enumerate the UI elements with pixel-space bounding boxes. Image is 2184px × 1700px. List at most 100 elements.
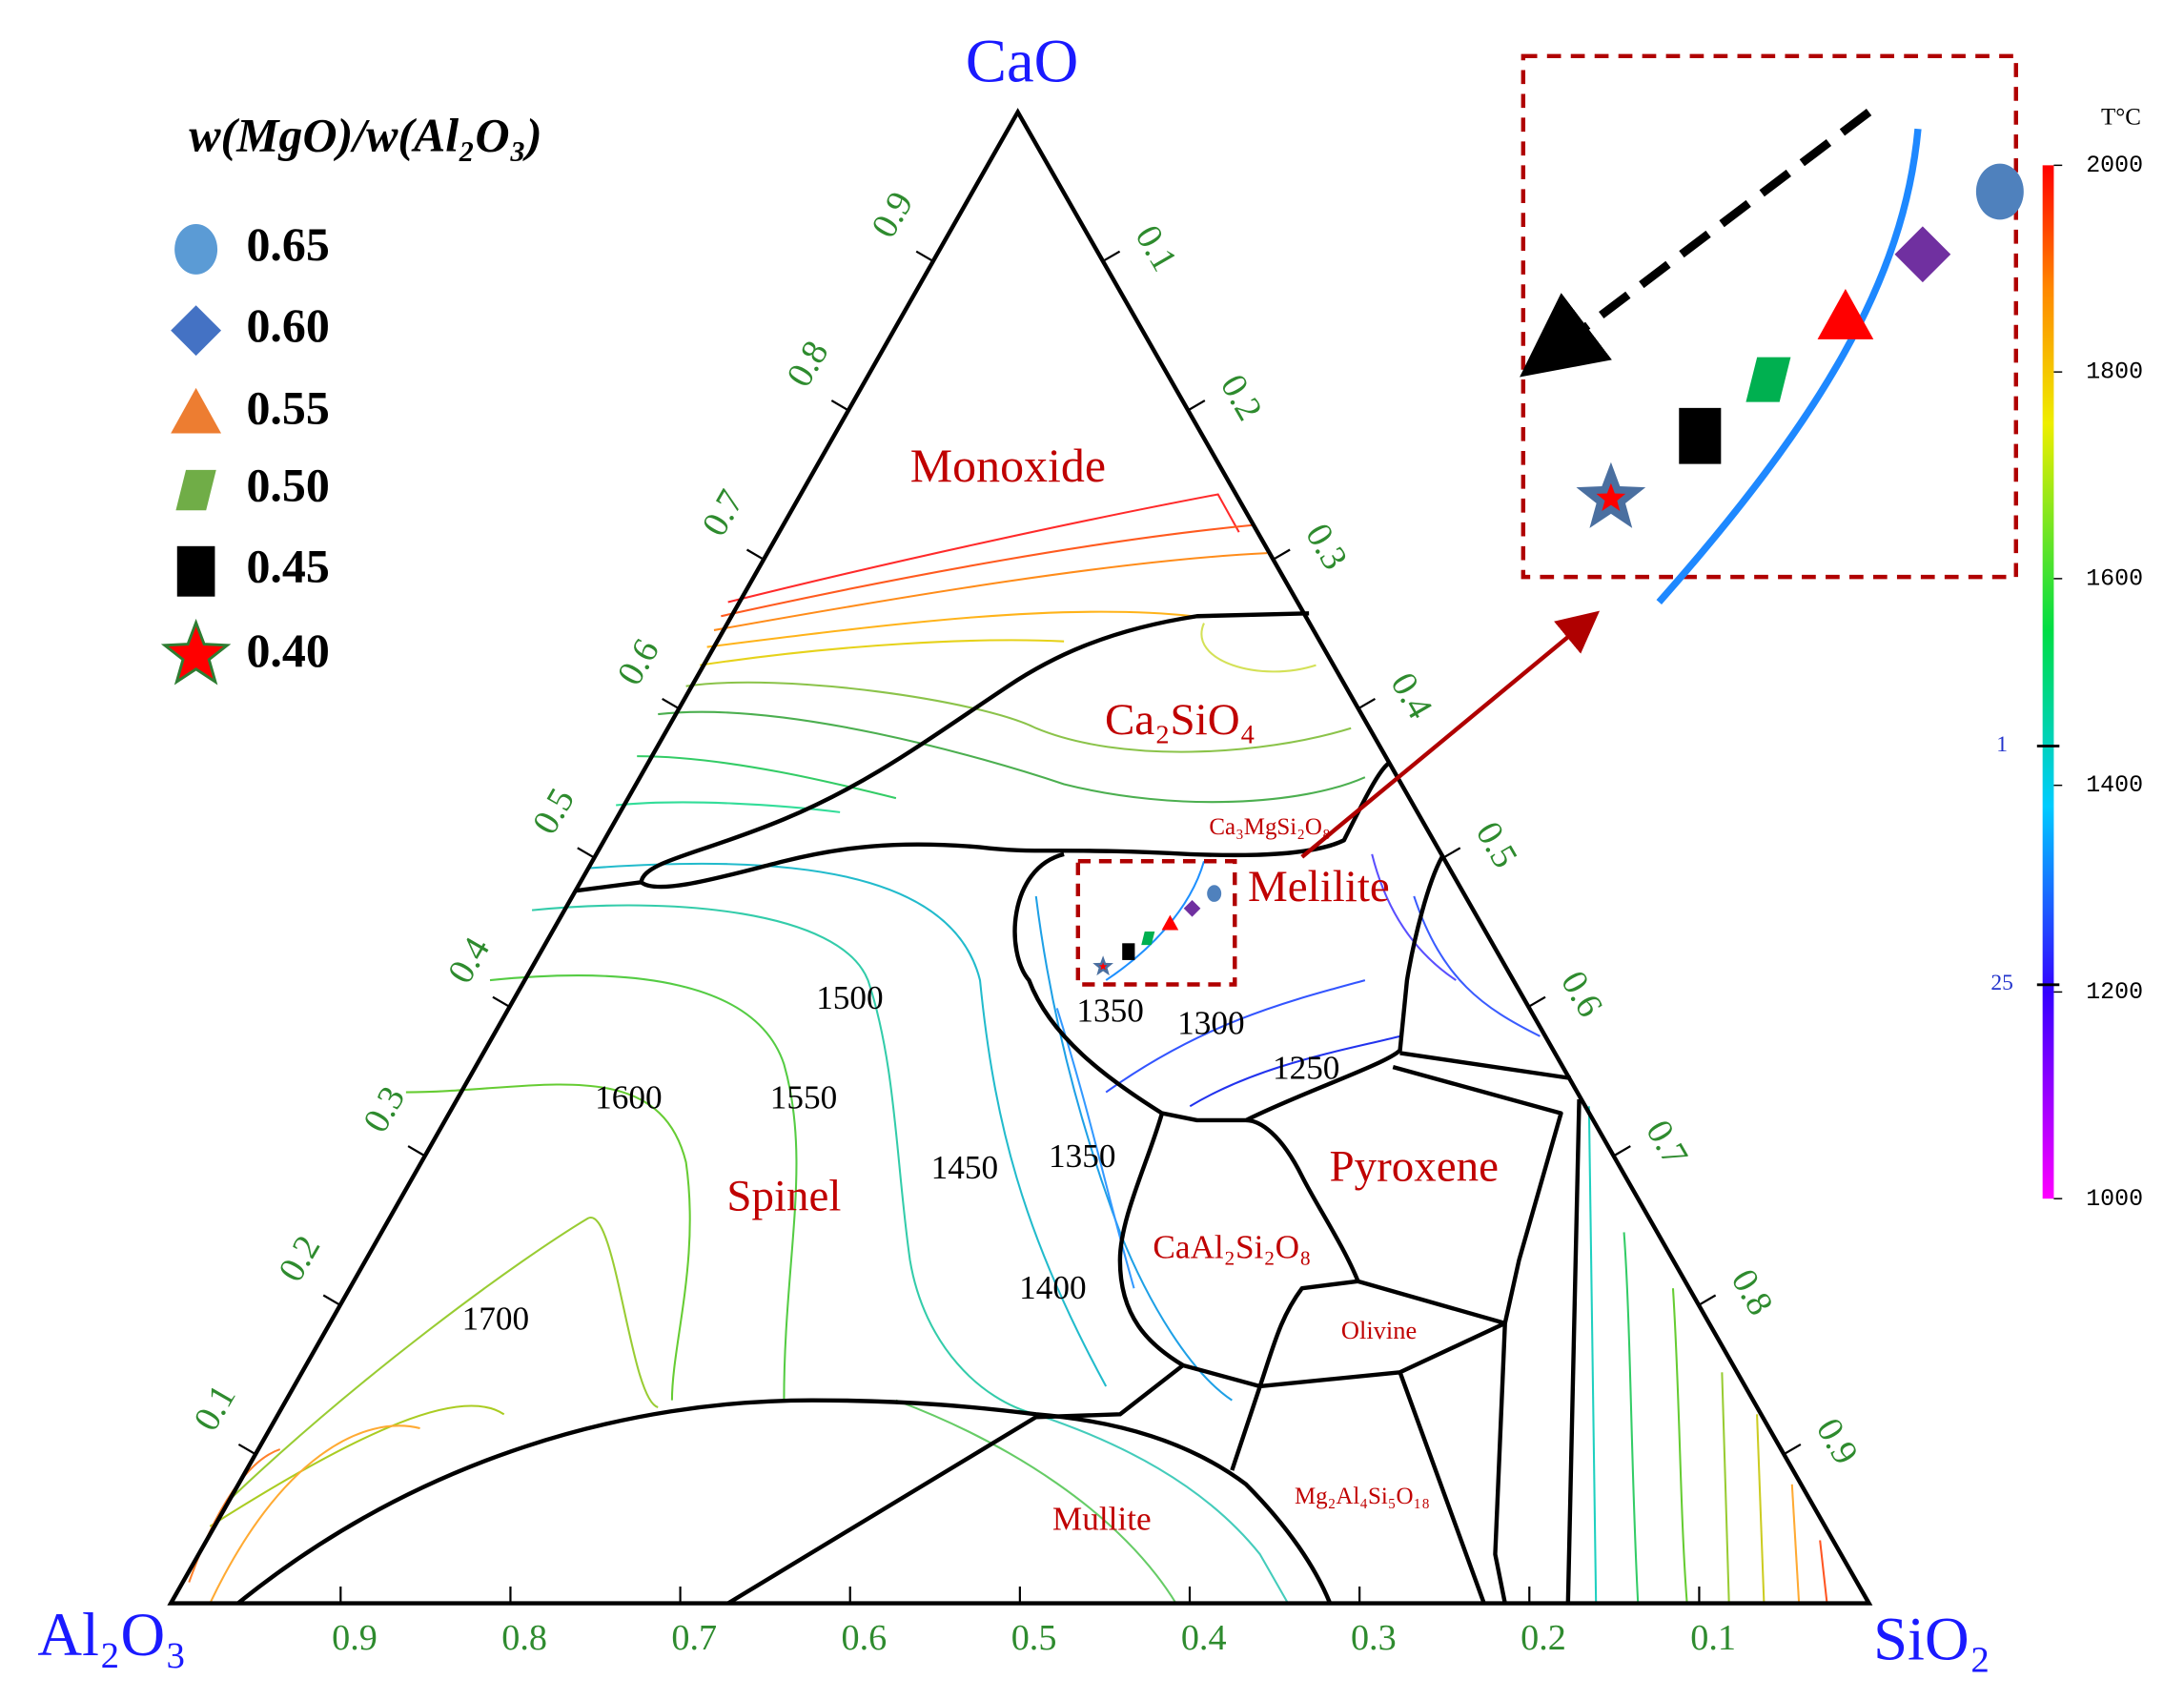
legend-title: w(MgO)/w(Al₂O₃): [189, 109, 541, 161]
colorbar-annotation: 25: [1990, 971, 2012, 995]
zoom-box: [1075, 859, 1237, 987]
phase-region-label: Monoxide: [910, 440, 1106, 492]
triangle-frame: [167, 108, 1873, 1606]
isotherm-label: 1550: [770, 1078, 837, 1116]
al2o3-tick-label: 0.9: [332, 1618, 378, 1658]
data-point: [1207, 885, 1222, 902]
tick-mark: [1102, 250, 1121, 262]
inset-boundary: [1656, 128, 1922, 604]
isotherm: [685, 681, 1352, 753]
sio2-tick-label: 0.4: [1382, 666, 1439, 726]
legend-label: 0.65: [246, 218, 329, 271]
al2o3-tick-label: 0.8: [501, 1618, 547, 1658]
isotherm: [895, 1399, 1177, 1605]
isotherm: [188, 1448, 281, 1583]
star-center: [1596, 482, 1626, 511]
phase-boundary: [236, 1398, 1333, 1606]
isotherm: [230, 1217, 659, 1500]
tick-mark: [1783, 1443, 1802, 1456]
tick-mark: [322, 1294, 341, 1306]
isotherm: [1200, 623, 1317, 673]
isotherm: [637, 755, 897, 800]
sio2-tick-label: 0.9: [1808, 1412, 1866, 1471]
phase-boundary: [726, 1363, 1262, 1606]
isotherm: [531, 904, 1037, 1416]
isotherm: [587, 862, 1108, 1387]
colorbar-tick-label: 2000: [2086, 153, 2143, 179]
legend-label: 0.60: [246, 299, 329, 352]
inset-data-point: [1679, 407, 1722, 464]
colorbar-tick-label: 1400: [2086, 772, 2143, 799]
tick-mark: [1527, 995, 1546, 1008]
isotherm: [1819, 1540, 1828, 1604]
phase-region-label: Ca₂SiO₄: [1105, 695, 1255, 745]
tick-mark: [407, 1145, 426, 1157]
data-point: [1161, 914, 1179, 931]
cao-tick-label: 0.6: [610, 632, 667, 691]
corner-label: SiO₂: [1873, 1604, 1990, 1672]
isotherm: [1756, 1414, 1766, 1604]
phase-region-label: Mullite: [1052, 1501, 1152, 1538]
inset-data-point: [1975, 163, 2024, 220]
tick-mark: [1698, 1294, 1717, 1306]
tick-mark: [662, 697, 680, 710]
cao-tick-label: 0.3: [356, 1080, 413, 1139]
tick-mark: [577, 847, 595, 859]
isotherms: [188, 493, 1828, 1605]
sio2-tick-label: 0.1: [1128, 218, 1185, 277]
isotherm-label: 1350: [1049, 1137, 1115, 1175]
phase-region-label: Ca₃MgSi₂O₈: [1209, 814, 1330, 840]
trend-arrow: [1520, 109, 1872, 378]
legend-marker: [171, 387, 222, 434]
tick-mark: [1442, 847, 1461, 859]
tick-mark: [1613, 1145, 1631, 1157]
isotherm: [706, 610, 1194, 648]
legend-label: 0.55: [246, 382, 329, 435]
data-point: [1141, 931, 1155, 946]
isotherm: [489, 974, 798, 1401]
legend-marker: [171, 305, 222, 357]
legend-marker: [176, 545, 215, 597]
isotherm-label: 1250: [1273, 1050, 1339, 1087]
isotherm: [721, 523, 1254, 618]
tick-mark: [1272, 548, 1291, 561]
tick-mark: [915, 250, 934, 262]
data-point: [1183, 899, 1201, 917]
star-center: [1098, 962, 1108, 971]
legend-marker: [175, 469, 216, 511]
tick-mark: [745, 548, 765, 561]
al2o3-tick-label: 0.6: [842, 1618, 888, 1658]
isotherm: [1055, 1008, 1135, 1289]
isotherm: [713, 552, 1268, 631]
tick-mark: [492, 995, 511, 1008]
cao-tick-label: 0.1: [186, 1378, 243, 1437]
colorbar-tick-label: 1200: [2086, 979, 2143, 1006]
corner-label: Al₂O₃: [37, 1600, 186, 1669]
phase-region-label: Melilite: [1248, 862, 1390, 911]
isotherm: [616, 801, 841, 813]
isotherm: [1721, 1372, 1730, 1604]
al2o3-tick-label: 0.7: [671, 1618, 717, 1658]
tick-mark: [830, 399, 849, 412]
legend-marker: [160, 618, 232, 686]
phase-boundary: [639, 611, 1391, 890]
isotherm: [700, 639, 1065, 666]
colorbar-tick-label: 1600: [2086, 565, 2143, 592]
colorbar-title: T°C: [2101, 105, 2141, 131]
phase-boundary: [576, 880, 642, 893]
phase-boundary: [1259, 1051, 1582, 1605]
isotherm-label: 1400: [1019, 1269, 1086, 1306]
inset-data-point: [1745, 357, 1791, 402]
phase-boundaries: [167, 108, 1873, 1606]
phase-region-label: CaAl₂Si₂O₈: [1153, 1229, 1311, 1266]
colorbar-annotation: 1: [1996, 732, 2008, 757]
al2o3-tick-label: 0.2: [1521, 1618, 1566, 1658]
sio2-tick-label: 0.8: [1724, 1262, 1781, 1321]
sio2-tick-label: 0.3: [1297, 517, 1355, 576]
tick-mark: [237, 1443, 256, 1456]
legend-marker: [174, 224, 218, 275]
colorbar: [2042, 165, 2054, 1199]
sio2-tick-label: 0.6: [1553, 964, 1610, 1023]
al2o3-tick-label: 0.1: [1690, 1618, 1736, 1658]
